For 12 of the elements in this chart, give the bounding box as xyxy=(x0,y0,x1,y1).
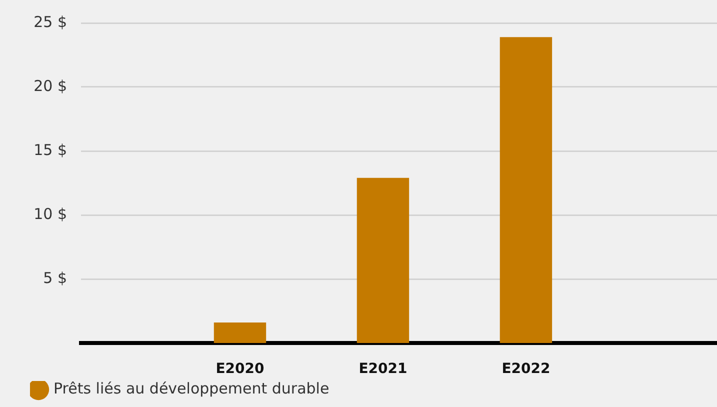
x-tick-label: E2021 xyxy=(358,361,408,378)
x-tick-label: E2022 xyxy=(502,361,550,378)
y-tick-label: 20 $ xyxy=(34,76,67,95)
bar xyxy=(214,322,266,343)
y-tick-label: 15 $ xyxy=(34,140,67,159)
bar xyxy=(356,178,410,343)
legend-label: Prêts liés au développement durable xyxy=(54,379,330,398)
x-tick-label: E2020 xyxy=(216,361,265,378)
y-tick-label: 25 $ xyxy=(34,12,67,31)
y-tick-label: 5 $ xyxy=(43,268,67,287)
bar xyxy=(500,37,552,343)
y-tick-label: 10 $ xyxy=(34,204,67,223)
